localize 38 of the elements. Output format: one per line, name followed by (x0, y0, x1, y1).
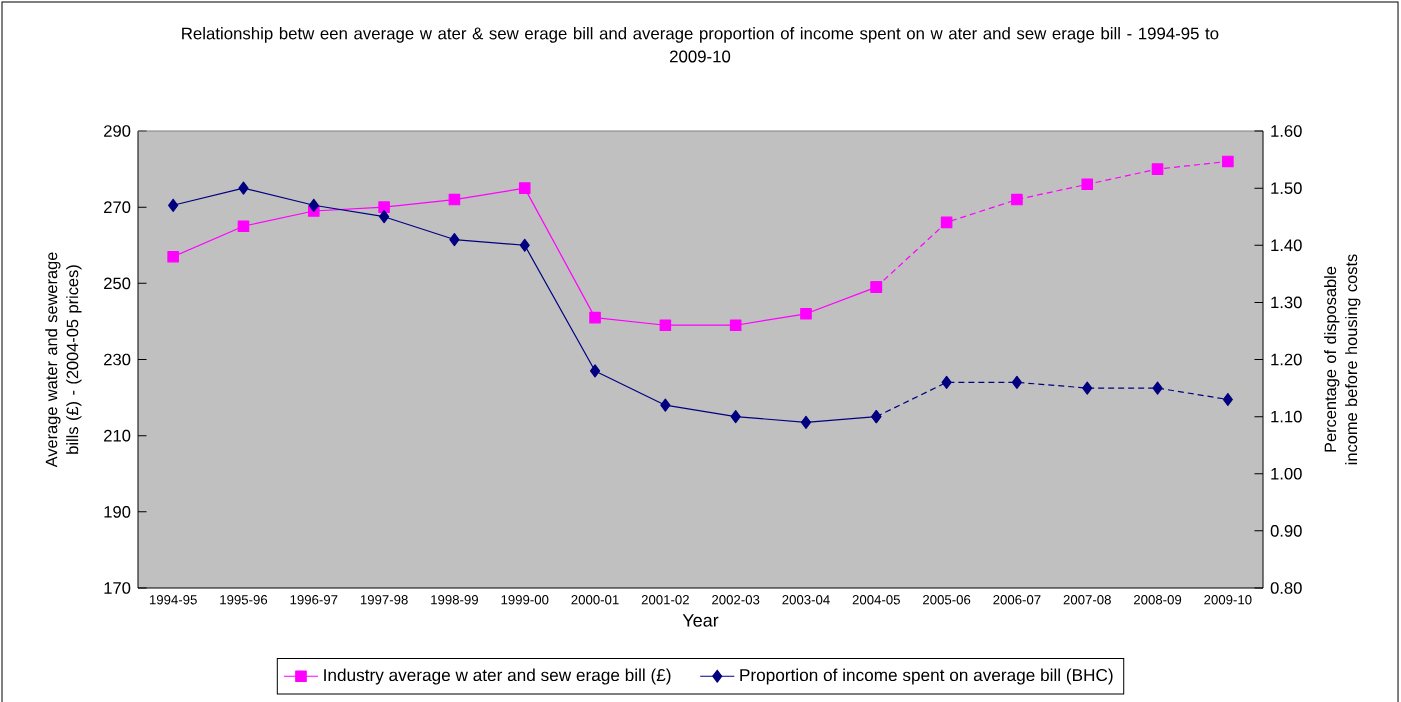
x-tick-label: 2000-01 (571, 595, 619, 605)
legend-label: Proportion of income spent on average bill (BHC) (740, 668, 1113, 685)
legend-label: Industry average w ater and sew erage bill (£) (324, 668, 671, 685)
y-tick-label: 270 (104, 201, 131, 214)
x-tick-label: 2003-04 (782, 595, 830, 605)
y2-axis-title: Percentage of disposable income before housing costs (1324, 254, 1361, 465)
x-tick-label: 1999-00 (501, 595, 549, 605)
y-tick-label: 290 (104, 125, 131, 137)
y-tick-label: 210 (104, 429, 131, 442)
x-tick-label: 2002-03 (712, 595, 760, 605)
y2-tick-label: 1.40 (1271, 239, 1302, 252)
x-tick-label: 1998-99 (431, 595, 478, 605)
x-tick-label: 2008-09 (1133, 595, 1182, 605)
y2-tick-label: 1.30 (1271, 296, 1302, 309)
x-tick-label: 2004-05 (852, 595, 900, 605)
y2-tick-label: 1.60 (1271, 125, 1302, 137)
x-tick-label: 1996-97 (290, 595, 338, 605)
x-tick-label: 2006-07 (993, 595, 1041, 605)
x-tick-label: 2007-08 (1063, 595, 1111, 605)
y2-tick-label: 1.10 (1271, 410, 1302, 423)
x-tick-label: 1995-96 (220, 595, 268, 605)
x-tick-label: 2005-06 (923, 595, 971, 605)
x-tick-label: 1994-95 (149, 595, 197, 605)
x-axis-title: Year (682, 614, 719, 627)
y2-tick-label: 1.20 (1271, 353, 1302, 366)
x-tick-label: 2001-02 (641, 595, 689, 605)
y-tick-label: 250 (104, 277, 131, 290)
y-tick-label: 170 (104, 582, 131, 594)
y-tick-label: 230 (104, 353, 131, 366)
y2-tick-label: 1.50 (1271, 182, 1302, 195)
y2-tick-label: 1.00 (1271, 467, 1302, 480)
chart-title: Relationship betw een average w ater & sew erage bill and average proportion of income spent on w ater and sew erage bill - 1994-95 to 2009-10 (182, 27, 1219, 63)
y2-tick-label: 0.80 (1270, 582, 1302, 594)
y-tick-label: 190 (104, 505, 131, 518)
y2-tick-label: 0.90 (1270, 525, 1302, 537)
x-tick-label: 1997-98 (360, 595, 408, 605)
y-axis-title: Average water and sewerage bills (£) - (2004-05 prices) (45, 252, 82, 468)
x-tick-label: 2009-10 (1204, 595, 1252, 605)
